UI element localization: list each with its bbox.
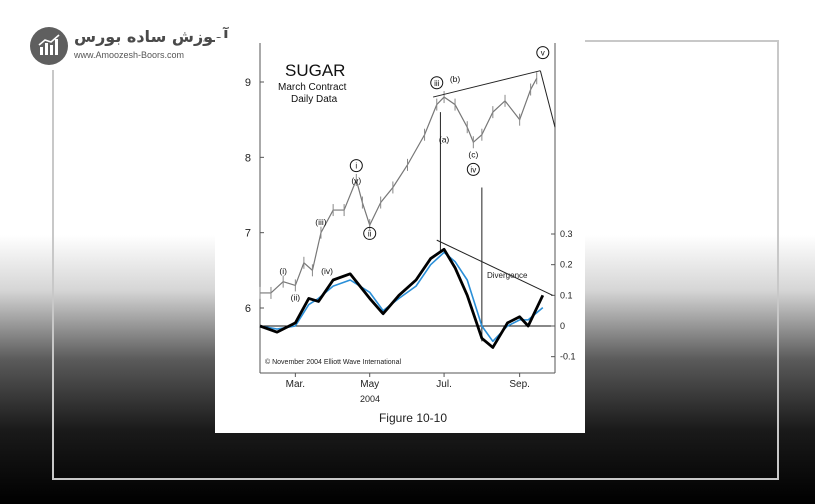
oscillator-slow-line (259, 247, 545, 349)
wave-label: iii (434, 79, 440, 88)
wave-label: (c) (468, 149, 478, 159)
wave-label: (ii) (291, 292, 301, 302)
figure-caption: Figure 10-10 (379, 411, 447, 425)
price-tick-label: 7 (245, 228, 251, 240)
wave-label: i (355, 162, 357, 171)
time-tick-label: Mar. (286, 379, 305, 390)
wave-label: (iv) (321, 266, 333, 276)
wave-label: (a) (439, 134, 450, 144)
osc-tick-label: -0.1 (560, 352, 576, 362)
chart-figure: 9 8 7 6 0.3 0.2 0.1 0 -0.1 Mar. May Jul. Sep. (i) (ii… (215, 38, 585, 433)
price-series-line (260, 77, 538, 294)
logo-url: www.Amoozesh-Boors.com (74, 50, 185, 60)
wave-label: ii (368, 229, 372, 238)
time-tick-label: Sep. (509, 379, 530, 390)
divergence-label: Divergence (487, 271, 528, 280)
chart-subtitle-2: Daily Data (291, 94, 338, 105)
price-tick-label: 6 (245, 303, 251, 315)
time-tick-label: Jul. (436, 379, 452, 390)
time-tick-label: May (360, 379, 379, 390)
wave-label-circle (466, 162, 480, 176)
price-tick-label: 8 (245, 152, 251, 164)
wave-label: v (541, 49, 545, 58)
logo-title: آموزش ساده بورس (74, 27, 229, 46)
osc-tick-label: 0 (560, 321, 565, 331)
x-year-label: 2004 (360, 394, 380, 404)
osc-tick-label: 0.1 (560, 290, 573, 300)
wave-label-circle (363, 226, 377, 240)
wave-label-circle (536, 46, 550, 60)
price-tick-label: 9 (245, 77, 251, 89)
divergence-line (436, 239, 553, 296)
wave-trendline (432, 70, 541, 98)
wave-label: (v) (351, 176, 361, 186)
projected-decline-line (539, 70, 556, 128)
wave-label: (b) (450, 74, 461, 84)
wave-label: (i) (279, 266, 287, 276)
wave-label-circle (430, 76, 444, 90)
chart-subtitle-1: March Contract (278, 82, 347, 93)
wave-label-circle (349, 159, 363, 173)
wave-label: iv (470, 165, 476, 174)
osc-tick-label: 0.2 (560, 260, 573, 270)
chart-title: SUGAR (285, 61, 345, 80)
wave-label: (iii) (315, 217, 326, 227)
chart-globe-icon (30, 27, 68, 65)
chart-svg: 9 8 7 6 0.3 0.2 0.1 0 -0.1 Mar. May Jul. Sep. (i) (ii… (245, 43, 576, 425)
site-logo[interactable]: آموزش ساده بورس www.Amoozesh-Boors.com (28, 25, 229, 70)
osc-tick-label: 0.3 (560, 229, 573, 239)
copyright-note: © November 2004 Elliott Wave Internation… (265, 358, 401, 366)
